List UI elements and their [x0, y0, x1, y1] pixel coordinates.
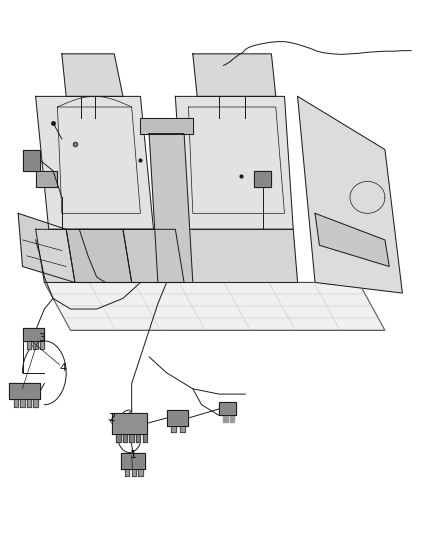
Polygon shape — [18, 213, 75, 282]
Polygon shape — [121, 453, 145, 469]
Polygon shape — [180, 426, 185, 432]
Polygon shape — [62, 54, 123, 96]
Polygon shape — [35, 171, 57, 187]
Polygon shape — [35, 229, 166, 282]
Text: 2: 2 — [108, 413, 115, 423]
Polygon shape — [138, 469, 143, 477]
Polygon shape — [10, 383, 40, 399]
Polygon shape — [66, 229, 132, 282]
Polygon shape — [44, 282, 385, 330]
Polygon shape — [149, 134, 193, 282]
Polygon shape — [193, 54, 276, 96]
Polygon shape — [141, 118, 193, 134]
Polygon shape — [27, 399, 31, 407]
Polygon shape — [132, 469, 136, 477]
Polygon shape — [123, 229, 184, 282]
Polygon shape — [171, 426, 176, 432]
Polygon shape — [315, 213, 389, 266]
Polygon shape — [22, 150, 40, 171]
Polygon shape — [166, 410, 188, 426]
Polygon shape — [130, 434, 134, 442]
Polygon shape — [112, 413, 147, 434]
Text: 4: 4 — [60, 362, 67, 373]
Polygon shape — [35, 96, 153, 229]
Polygon shape — [123, 434, 127, 442]
Polygon shape — [22, 328, 44, 341]
Polygon shape — [136, 434, 141, 442]
Polygon shape — [175, 229, 297, 282]
Polygon shape — [230, 415, 234, 422]
Polygon shape — [14, 399, 18, 407]
Polygon shape — [143, 434, 147, 442]
Text: 1: 1 — [130, 450, 137, 460]
Polygon shape — [223, 415, 228, 422]
Polygon shape — [20, 399, 25, 407]
Polygon shape — [297, 96, 403, 293]
Polygon shape — [33, 341, 38, 349]
Polygon shape — [117, 434, 121, 442]
Polygon shape — [254, 171, 272, 187]
Polygon shape — [27, 341, 31, 349]
Text: 3: 3 — [38, 333, 45, 343]
Polygon shape — [219, 402, 237, 415]
Polygon shape — [40, 341, 44, 349]
Polygon shape — [175, 96, 293, 229]
Polygon shape — [33, 399, 38, 407]
Polygon shape — [125, 469, 130, 477]
